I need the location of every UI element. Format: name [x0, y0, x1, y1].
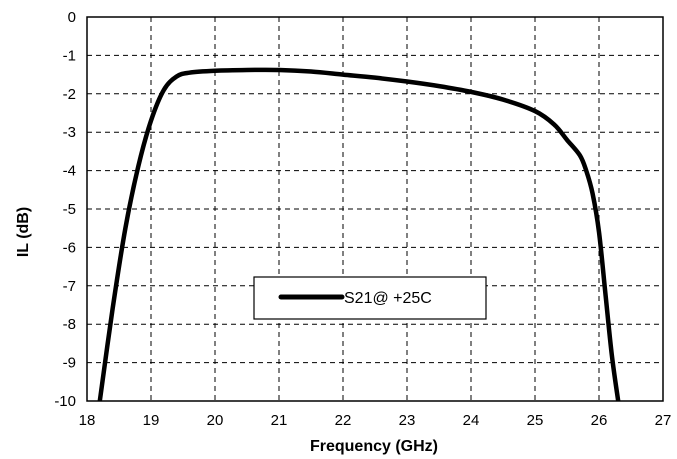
plot-frame — [86, 16, 664, 402]
grid — [87, 17, 663, 401]
x-tick-label: 26 — [591, 412, 608, 429]
y-tick-label: -8 — [63, 316, 76, 333]
x-tick-label: 24 — [463, 412, 480, 429]
y-tick-label: -10 — [54, 393, 76, 410]
x-tick-label: 25 — [527, 412, 544, 429]
x-axis-title: Frequency (GHz) — [310, 438, 438, 455]
x-tick-label: 23 — [399, 412, 416, 429]
y-tick-label: -1 — [63, 47, 76, 64]
y-tick-label: -7 — [63, 278, 76, 295]
y-axis-title: IL (dB) — [15, 207, 32, 257]
y-tick-label: -9 — [63, 355, 76, 372]
series-line-0 — [97, 67, 621, 402]
y-tick-label: 0 — [68, 9, 76, 26]
series-lines — [97, 67, 621, 402]
y-axis-ticks: 0 -1 -2 -3 -4 -5 -6 -7 -8 -9 -10 — [54, 9, 76, 410]
y-tick-label: -3 — [63, 124, 76, 141]
x-tick-label: 20 — [207, 412, 224, 429]
legend: S21@ +25C — [253, 276, 487, 320]
legend-label: S21@ +25C — [344, 290, 432, 307]
x-tick-label: 21 — [271, 412, 288, 429]
y-tick-label: -4 — [63, 163, 76, 180]
x-tick-label: 22 — [335, 412, 352, 429]
x-tick-label: 19 — [143, 412, 160, 429]
y-tick-label: -2 — [63, 86, 76, 103]
y-tick-label: -6 — [63, 239, 76, 256]
x-axis-ticks: 18 19 20 21 22 23 24 25 26 27 — [79, 412, 672, 429]
x-tick-label: 27 — [655, 412, 672, 429]
y-tick-label: -5 — [63, 201, 76, 218]
x-tick-label: 18 — [79, 412, 96, 429]
